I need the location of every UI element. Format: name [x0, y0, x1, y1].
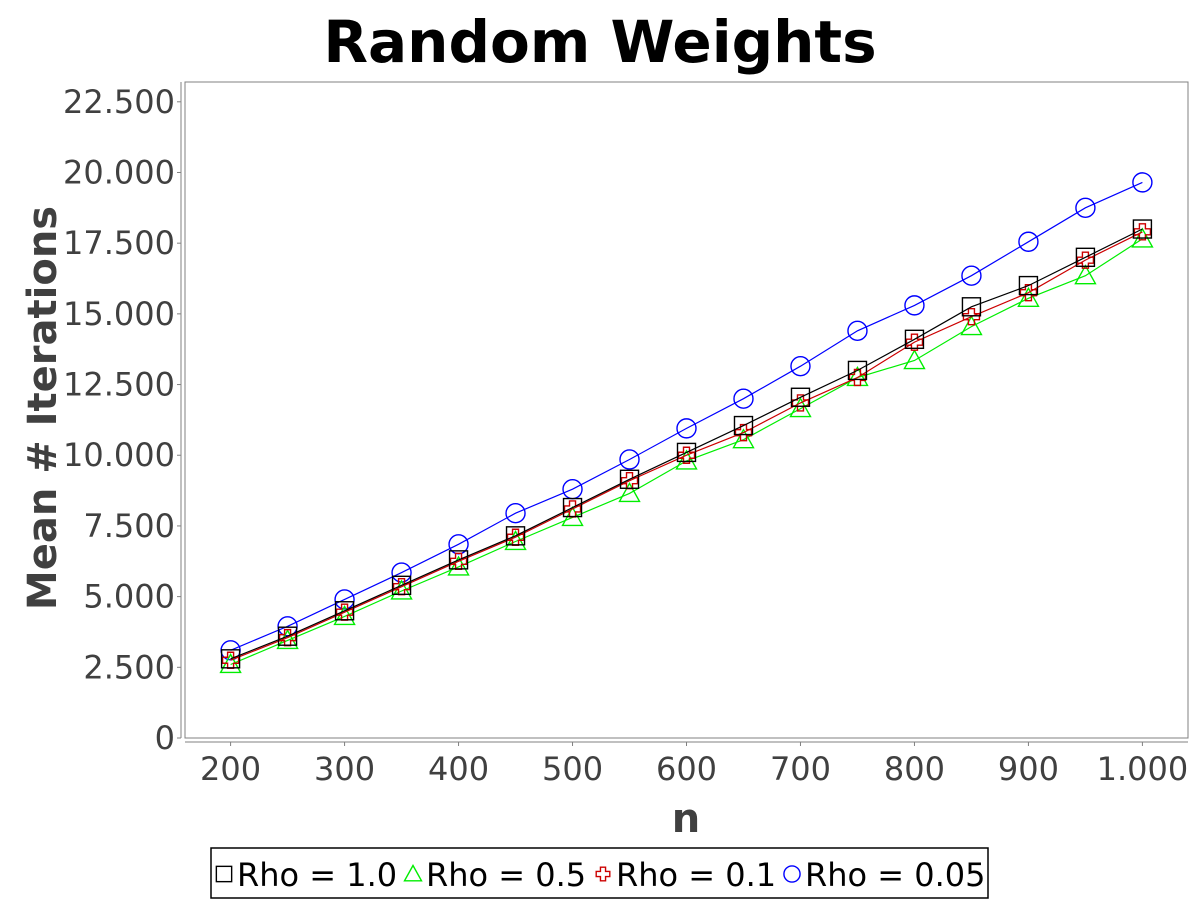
data-point: [1018, 231, 1039, 252]
data-point: [732, 428, 755, 449]
y-tick-label: 22.500: [63, 83, 175, 121]
y-axis-label: Mean # Iterations: [20, 206, 66, 610]
legend-label: Rho = 0.1: [616, 856, 776, 894]
y-tick-label: 17.500: [63, 224, 175, 262]
data-point: [791, 394, 810, 412]
legend-item: Rho = 0.5: [403, 856, 586, 894]
data-point: [675, 449, 698, 470]
data-point: [277, 626, 298, 646]
data-point: [1019, 283, 1038, 302]
data-point: [847, 320, 868, 342]
legend-item: Rho = 1.0: [215, 856, 397, 894]
data-point: [1018, 275, 1039, 296]
data-point: [904, 295, 925, 316]
x-tick-label: 700: [770, 750, 831, 788]
x-tick-label: 1.000: [1097, 750, 1189, 788]
y-tick-label: 15.000: [63, 295, 175, 333]
data-point: [619, 449, 640, 470]
x-tick-label: 800: [884, 750, 945, 788]
y-tick-label: 20.000: [63, 153, 175, 191]
data-point: [562, 497, 583, 518]
data-point: [447, 555, 470, 576]
data-point: [904, 329, 925, 350]
data-point: [1133, 223, 1152, 241]
plot-area: [184, 81, 1189, 739]
data-point: [505, 526, 526, 546]
data-point: [676, 442, 697, 463]
legend-item: Rho = 0.1: [595, 856, 776, 894]
data-point: [1075, 197, 1096, 219]
legend-item: Rho = 0.05: [783, 856, 986, 894]
y-tick-label: 10.000: [63, 436, 175, 474]
y-tick-label: 7.500: [83, 507, 175, 545]
series-layer: [219, 172, 1154, 674]
legend-label: Rho = 0.5: [426, 856, 586, 894]
data-point: [677, 446, 696, 464]
x-tick-label: 500: [542, 750, 603, 788]
data-point: [391, 575, 412, 596]
x-tick-label: 400: [428, 750, 489, 788]
x-tick-label: 300: [314, 750, 375, 788]
data-point: [334, 601, 355, 621]
data-point: [903, 349, 926, 370]
legend-marker: [783, 865, 801, 883]
series-square: [220, 219, 1153, 669]
data-point: [618, 481, 641, 503]
data-point: [961, 265, 982, 286]
data-point: [1132, 172, 1153, 193]
y-tick-label: 12.500: [63, 366, 175, 404]
y-tick-label: 0: [155, 719, 175, 757]
series-line: [230, 231, 1143, 661]
series-line: [230, 181, 1143, 651]
data-point: [1075, 247, 1096, 268]
legend-marker: [403, 864, 423, 882]
data-point: [1074, 264, 1097, 285]
legend-marker: [215, 865, 233, 883]
data-point: [1017, 286, 1040, 308]
data-point: [505, 503, 526, 524]
data-point: [733, 415, 754, 436]
legend-box: [210, 847, 989, 899]
data-point: [220, 649, 241, 669]
x-axis-label: n: [672, 796, 700, 842]
x-axis: 200 300 400 500 600 700 800 900 1.000: [185, 741, 1189, 788]
data-point: [962, 307, 981, 326]
data-point: [847, 360, 868, 381]
data-point: [790, 387, 811, 407]
data-point: [619, 469, 640, 489]
legend-label: Rho = 1.0: [237, 856, 397, 894]
series-line: [230, 228, 1143, 660]
data-point: [676, 418, 697, 439]
data-point: [790, 355, 811, 377]
data-point: [960, 315, 983, 336]
data-point: [1132, 219, 1153, 239]
data-point: [1076, 251, 1095, 269]
data-point: [789, 397, 812, 418]
legend-marker: [595, 866, 611, 882]
data-point: [334, 589, 355, 610]
y-axis: 0 2.500 5.000 7.500 10.000 12.500 15.000 17.500…: [63, 82, 182, 757]
data-point: [733, 388, 754, 409]
x-tick-label: 600: [656, 750, 717, 788]
legend-label: Rho = 0.05: [805, 856, 986, 894]
data-point: [905, 333, 924, 351]
data-point: [961, 297, 982, 317]
y-tick-label: 2.500: [83, 648, 175, 686]
x-tick-label: 200: [200, 750, 261, 788]
chart-title: Random Weights: [323, 8, 876, 76]
data-point: [448, 550, 469, 570]
x-tick-label: 900: [998, 750, 1059, 788]
legend: Rho = 1.0 Rho = 0.5 Rho = 0.1 Rho = 0.05: [210, 847, 989, 899]
y-tick-label: 5.000: [83, 578, 175, 616]
